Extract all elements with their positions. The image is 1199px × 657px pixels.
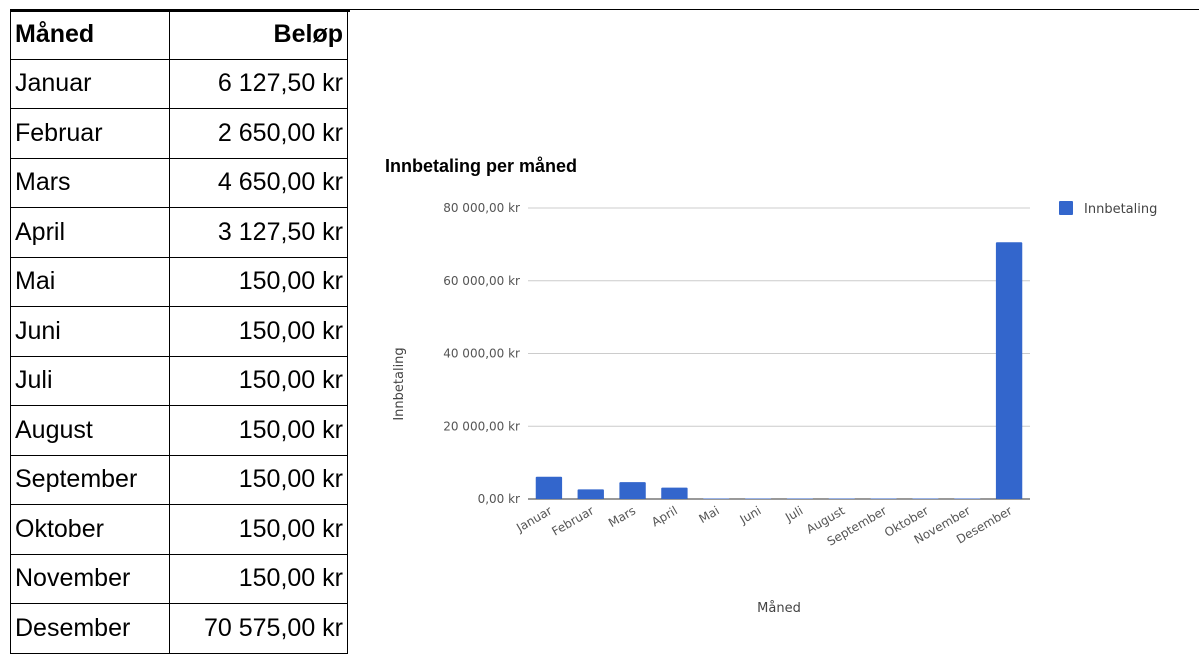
cell-amount[interactable]: 3 127,50 kr [169, 207, 348, 258]
bar[interactable] [577, 489, 604, 499]
table-row: Februar 2 650,00 kr [10, 108, 348, 159]
cell-month[interactable]: Oktober [10, 504, 170, 555]
cell-amount[interactable]: 6 127,50 kr [169, 58, 348, 109]
bar[interactable] [703, 498, 730, 499]
x-tick-label: April [649, 503, 680, 529]
bar[interactable] [786, 498, 814, 499]
table-row: Juli 150,00 kr [10, 355, 348, 406]
bar[interactable] [744, 498, 772, 499]
y-tick-label: 0,00 kr [478, 492, 520, 506]
bar[interactable] [954, 498, 981, 499]
x-tick-label: Mars [606, 503, 638, 530]
spreadsheet-area: Måned Beløp Januar 6 127,50 kr Februar 2 65… [0, 0, 350, 657]
cell-amount[interactable]: 150,00 kr [169, 504, 348, 555]
legend-swatch [1059, 201, 1073, 215]
cell-amount[interactable]: 2 650,00 kr [169, 108, 348, 159]
bar[interactable] [912, 498, 939, 499]
table-row: November 150,00 kr [10, 553, 348, 604]
table-row: August 150,00 kr [10, 405, 348, 456]
cell-month[interactable]: Desember [10, 603, 170, 654]
x-tick-label: Februar [549, 503, 596, 538]
data-table: Måned Beløp Januar 6 127,50 kr Februar 2 65… [10, 9, 348, 654]
bar[interactable] [870, 498, 897, 499]
y-tick-label: 20 000,00 kr [443, 419, 520, 433]
cell-month[interactable]: November [10, 553, 170, 604]
cell-month[interactable]: August [10, 405, 170, 456]
cell-month[interactable]: September [10, 454, 170, 505]
cell-amount[interactable]: 150,00 kr [169, 355, 348, 406]
cell-month[interactable]: Juni [10, 306, 170, 357]
cell-month[interactable]: Mars [10, 157, 170, 208]
cell-amount[interactable]: 150,00 kr [169, 405, 348, 456]
y-tick-label: 80 000,00 kr [443, 201, 520, 215]
bar[interactable] [995, 242, 1023, 499]
table-body: Januar 6 127,50 kr Februar 2 650,00 kr Mars 4… [10, 58, 348, 654]
header-month[interactable]: Måned [10, 9, 170, 60]
chart-title: Innbetaling per måned [385, 156, 578, 176]
table-row: Mai 150,00 kr [10, 256, 348, 307]
bar[interactable] [661, 487, 688, 499]
table-row: Juni 150,00 kr [10, 306, 348, 357]
table-row: Mars 4 650,00 kr [10, 157, 348, 208]
y-axis-title: Innbetaling [392, 347, 407, 420]
bar[interactable] [619, 482, 646, 499]
x-tick-label: Juli [782, 503, 805, 525]
sheet-top-border [350, 9, 1199, 10]
x-tick-label: Januar [513, 503, 554, 535]
legend-label[interactable]: Innbetaling [1084, 202, 1157, 217]
cell-amount[interactable]: 70 575,00 kr [169, 603, 348, 654]
cell-amount[interactable]: 150,00 kr [169, 256, 348, 307]
x-tick-label: Juni [737, 503, 764, 527]
table-row: Oktober 150,00 kr [10, 504, 348, 555]
table-header-row: Måned Beløp [10, 9, 348, 60]
header-amount[interactable]: Beløp [169, 9, 348, 60]
table-row: Desember 70 575,00 kr [10, 603, 348, 654]
y-tick-label: 60 000,00 kr [443, 274, 520, 288]
y-tick-label: 40 000,00 kr [443, 347, 520, 361]
table-row: Januar 6 127,50 kr [10, 58, 348, 109]
bar[interactable] [828, 498, 855, 499]
bar[interactable] [535, 476, 563, 499]
cell-amount[interactable]: 4 650,00 kr [169, 157, 348, 208]
x-axis-title: Måned [757, 601, 801, 616]
cell-amount[interactable]: 150,00 kr [169, 553, 348, 604]
cell-month[interactable]: Juli [10, 355, 170, 406]
x-tick-label: Mai [697, 503, 722, 526]
cell-month[interactable]: Januar [10, 58, 170, 109]
cell-amount[interactable]: 150,00 kr [169, 306, 348, 357]
